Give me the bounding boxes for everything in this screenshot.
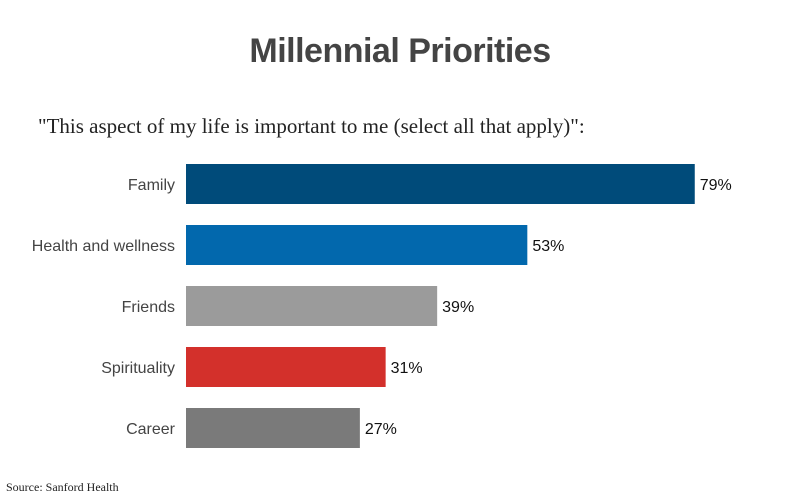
chart-title: Millennial Priorities — [249, 32, 551, 70]
value-label: 31% — [391, 360, 423, 377]
source-note: Source: Sanford Health — [6, 480, 119, 494]
category-label: Health and wellness — [32, 238, 175, 255]
chart-subtitle: "This aspect of my life is important to … — [38, 114, 585, 138]
category-label: Friends — [122, 299, 175, 316]
bar-family — [186, 164, 695, 204]
bar-friends — [186, 286, 438, 326]
value-label: 39% — [442, 299, 474, 316]
category-label: Family — [128, 177, 175, 194]
bar-health-and-wellness — [186, 225, 528, 265]
value-label: 79% — [700, 177, 732, 194]
value-label: 27% — [365, 421, 397, 438]
category-label: Career — [126, 421, 176, 438]
bar-spirituality — [186, 347, 386, 387]
value-label: 53% — [532, 238, 564, 255]
category-label: Spirituality — [101, 360, 175, 377]
bar-career — [186, 408, 360, 448]
